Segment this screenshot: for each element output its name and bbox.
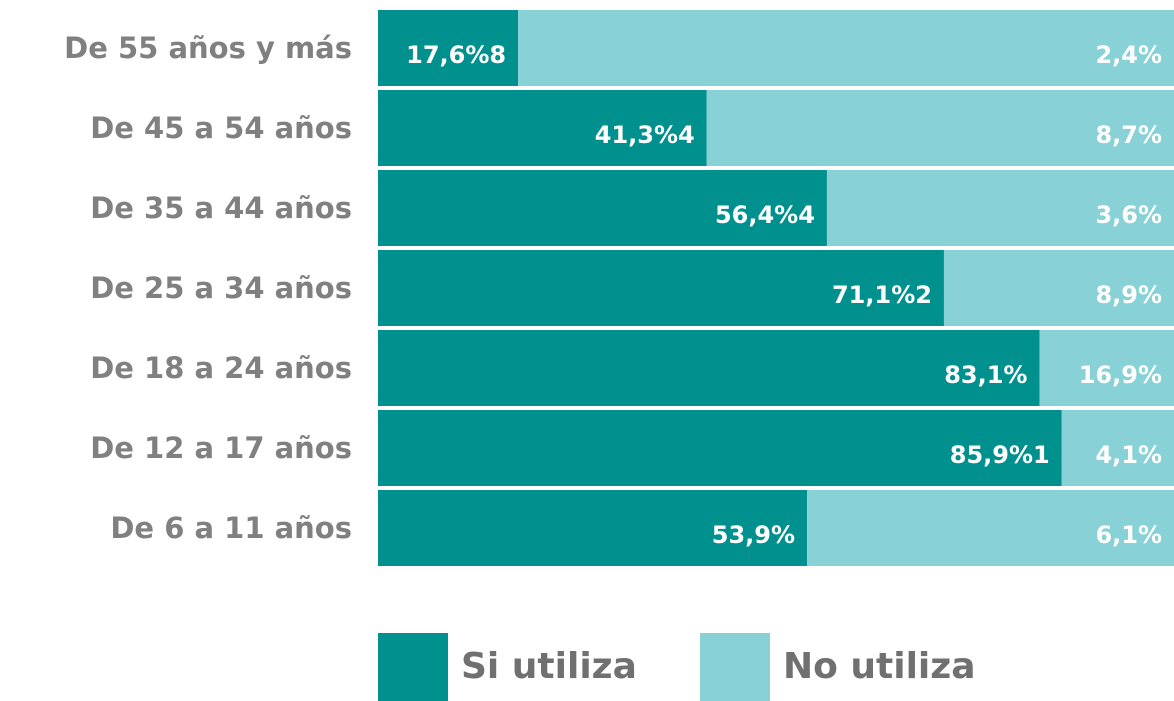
value-label: 4,1% <box>1095 441 1162 469</box>
bar-segment <box>378 250 944 326</box>
bar-segment <box>518 10 1174 86</box>
bar-segment <box>378 90 707 166</box>
value-label: 71,1%2 <box>832 281 932 309</box>
category-label: De 12 a 17 años <box>90 431 352 465</box>
legend-label: No utiliza <box>783 646 976 687</box>
category-label: De 6 a 11 años <box>110 511 352 545</box>
category-label: De 25 a 34 años <box>90 271 352 305</box>
legend-swatch <box>700 633 770 701</box>
bar-segment <box>826 170 1174 246</box>
value-label: 16,9% <box>1079 361 1162 389</box>
value-label: 53,9% <box>712 521 795 549</box>
value-label: 41,3%4 <box>595 121 695 149</box>
bar-segment <box>1061 410 1174 486</box>
value-label: 56,4%4 <box>715 201 815 229</box>
category-label: De 45 a 54 años <box>90 111 352 145</box>
value-label: 3,6% <box>1095 201 1162 229</box>
bar-segment <box>378 170 827 246</box>
value-label: 8,9% <box>1095 281 1162 309</box>
bar-segment <box>378 410 1062 486</box>
legend-swatch <box>378 633 448 701</box>
category-label: De 35 a 44 años <box>90 191 352 225</box>
legend-label: Si utiliza <box>461 646 637 687</box>
bar-segment <box>378 490 808 566</box>
value-label: 6,1% <box>1095 521 1162 549</box>
value-label: 85,9%1 <box>950 441 1050 469</box>
value-label: 83,1% <box>944 361 1027 389</box>
bar-segment <box>706 90 1174 166</box>
category-label: De 55 años y más <box>64 31 352 65</box>
bar-segment <box>807 490 1174 566</box>
category-label: De 18 a 24 años <box>90 351 352 385</box>
bar-segment <box>1039 330 1174 406</box>
bar-segment <box>378 10 519 86</box>
value-label: 17,6%8 <box>406 41 506 69</box>
bar-segment <box>378 330 1040 406</box>
value-label: 8,7% <box>1095 121 1162 149</box>
bar-segment <box>943 250 1174 326</box>
value-label: 2,4% <box>1095 41 1162 69</box>
